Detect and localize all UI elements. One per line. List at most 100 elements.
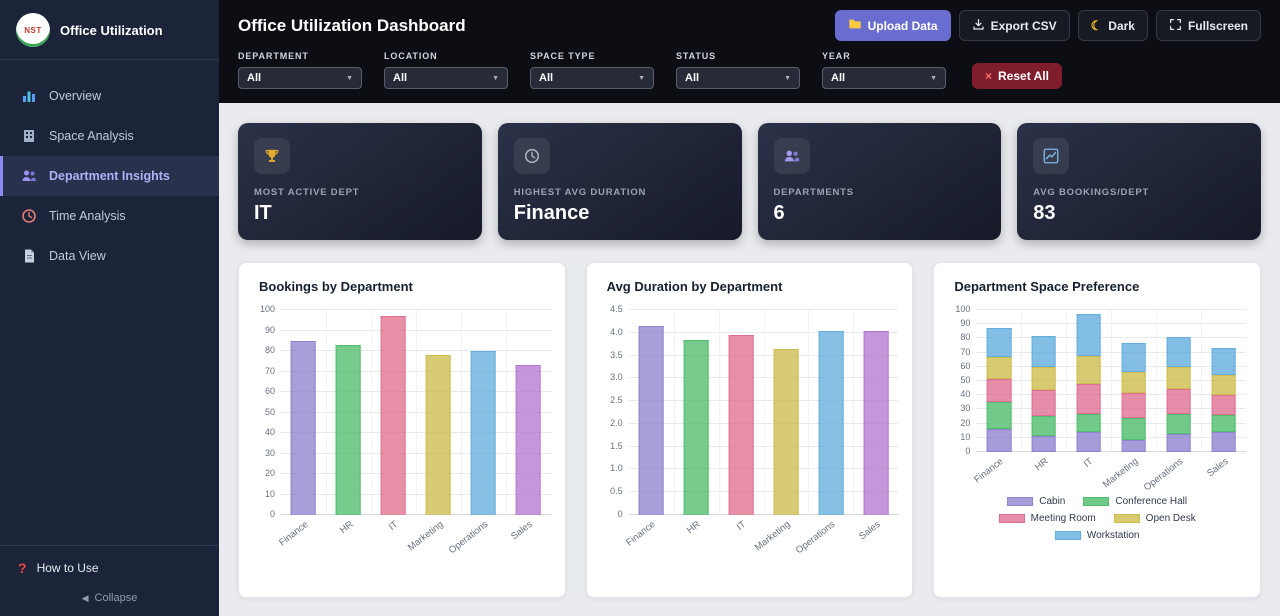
- kpi-avg-bookings-per-dept: AVG BOOKINGS/DEPT 83: [1017, 123, 1261, 240]
- sidebar-item-data-view[interactable]: Data View: [0, 236, 219, 276]
- bar-operations: [470, 351, 496, 515]
- y-tick-label: 60: [264, 386, 275, 396]
- bar-segment: [986, 328, 1012, 357]
- fullscreen-button[interactable]: Fullscreen: [1155, 10, 1261, 41]
- close-icon: ×: [985, 69, 993, 83]
- filter-label: YEAR: [822, 51, 851, 61]
- filter-year: YEAR All ▼: [822, 51, 946, 89]
- status-filter-select[interactable]: All ▼: [676, 67, 800, 89]
- legend-item[interactable]: Meeting Room: [998, 513, 1096, 524]
- gridline-vertical: [808, 310, 810, 515]
- bar-segment: [1121, 393, 1147, 419]
- sidebar-nav: Overview Space Analysis Department Insig…: [0, 60, 219, 276]
- filter-space-type: SPACE TYPE All ▼: [530, 51, 654, 89]
- legend-item[interactable]: Conference Hall: [1083, 496, 1187, 507]
- bar-segment: [986, 379, 1012, 403]
- y-axis: 0 10 20 30 40 50 60 70 80 90 100: [948, 304, 976, 456]
- y-tick-label: 70: [960, 346, 971, 357]
- help-icon: ?: [18, 560, 27, 576]
- bar-segment: [1166, 388, 1191, 415]
- x-axis: Finance HR IT Marketing Operations Sales: [277, 515, 551, 559]
- space-type-filter-select[interactable]: All ▼: [530, 67, 654, 89]
- x-tick-label: Finance: [972, 456, 1006, 486]
- bar-marketing: [773, 348, 799, 515]
- year-filter-select[interactable]: All ▼: [822, 67, 946, 89]
- kpi-departments: DEPARTMENTS 6: [757, 123, 1002, 240]
- bar-segment: [1076, 384, 1102, 414]
- y-tick-label: 20: [960, 417, 971, 428]
- bar-chart: 0 10 20 30 40 50 60 70 80 90 100 Finance HR IT Marketi…: [253, 304, 551, 559]
- filter-bar: DEPARTMENT All ▼ LOCATION All ▼ SPACE TY…: [238, 41, 1261, 103]
- filter-label: DEPARTMENT: [238, 51, 309, 61]
- location-filter-select[interactable]: All ▼: [384, 67, 508, 89]
- sidebar-item-label: Space Analysis: [49, 129, 134, 143]
- bar-chart: 0 0.5 1.0 1.5 2.0 2.5 3.0 3.5 4.0 4.5 Finance HR IT M…: [601, 304, 899, 559]
- gridline-vertical: [415, 310, 417, 515]
- y-tick-label: 40: [264, 427, 275, 437]
- x-tick-label: Sales: [1204, 456, 1231, 480]
- chevron-down-icon: ▼: [784, 74, 791, 82]
- upload-data-button[interactable]: Upload Data: [834, 10, 951, 41]
- legend-label: Open Desk: [1145, 513, 1196, 524]
- bar-segment: [1211, 394, 1236, 415]
- legend-label: Conference Hall: [1115, 496, 1188, 507]
- y-tick-label: 1.5: [610, 440, 623, 451]
- sidebar-item-overview[interactable]: Overview: [0, 76, 219, 116]
- y-tick-label: 40: [960, 389, 971, 400]
- bar-finance: [291, 340, 316, 515]
- dashboard-content: MOST ACTIVE DEPT IT HIGHEST AVG DURATION…: [219, 103, 1280, 616]
- filter-value: All: [539, 72, 554, 84]
- sidebar-item-space-analysis[interactable]: Space Analysis: [0, 116, 219, 156]
- sidebar-spacer: [0, 276, 219, 545]
- category-slot: [506, 310, 551, 515]
- category-slot: [371, 310, 416, 515]
- stacked-bar-operations: [1166, 336, 1191, 452]
- x-tick-label: Sales: [857, 519, 883, 543]
- y-tick-label: 2.0: [610, 417, 623, 428]
- sidebar-item-department-insights[interactable]: Department Insights: [0, 156, 219, 196]
- how-to-use-button[interactable]: ? How to Use: [18, 560, 201, 576]
- export-csv-label: Export CSV: [990, 18, 1057, 33]
- x-tick-label: Sales: [509, 519, 536, 543]
- legend-item[interactable]: Workstation: [1054, 530, 1139, 541]
- gridline-vertical: [1066, 310, 1068, 452]
- bar-segment: [1166, 336, 1191, 368]
- reset-all-button[interactable]: × Reset All: [972, 63, 1062, 89]
- legend-item[interactable]: Open Desk: [1113, 513, 1196, 524]
- trophy-icon: [254, 138, 290, 174]
- y-tick-label: 1.0: [610, 463, 623, 474]
- gridline-vertical: [1201, 310, 1203, 452]
- y-tick-label: 70: [264, 365, 275, 376]
- kpi-most-active-dept: MOST ACTIVE DEPT IT: [238, 123, 482, 240]
- y-tick-label: 0.5: [610, 486, 623, 497]
- legend-item[interactable]: Cabin: [1007, 496, 1065, 507]
- x-axis: Finance HR IT Marketing Operations Sales: [625, 515, 899, 559]
- bar-segment: [1031, 415, 1057, 436]
- gridline-vertical: [763, 310, 765, 515]
- legend-label: Meeting Room: [1030, 513, 1096, 524]
- building-icon: [21, 128, 37, 144]
- bar-segment: [986, 402, 1012, 430]
- department-filter-select[interactable]: All ▼: [238, 67, 362, 89]
- filter-label: LOCATION: [384, 51, 438, 61]
- category-slot: [1066, 310, 1111, 452]
- chevron-down-icon: ▼: [638, 74, 645, 82]
- legend-swatch: [1113, 514, 1140, 523]
- export-csv-button[interactable]: Export CSV: [958, 10, 1070, 41]
- x-tick-label: HR: [685, 519, 703, 537]
- main-area: Office Utilization Dashboard Upload Data…: [219, 0, 1280, 616]
- gridline-vertical: [853, 310, 855, 515]
- y-tick-label: 4.5: [610, 304, 623, 314]
- category-slot: [1156, 310, 1201, 452]
- bar-it: [728, 335, 754, 515]
- bar-segment: [1121, 439, 1147, 452]
- dark-mode-toggle-button[interactable]: ☾ Dark: [1077, 10, 1148, 41]
- chevron-down-icon: ▼: [492, 74, 499, 82]
- sidebar-item-time-analysis[interactable]: Time Analysis: [0, 196, 219, 236]
- sidebar-item-label: Time Analysis: [49, 209, 126, 223]
- collapse-sidebar-button[interactable]: ◀ Collapse: [18, 592, 201, 604]
- bar-segment: [1031, 335, 1057, 368]
- fullscreen-icon: [1169, 18, 1182, 34]
- gridline-vertical: [460, 310, 462, 515]
